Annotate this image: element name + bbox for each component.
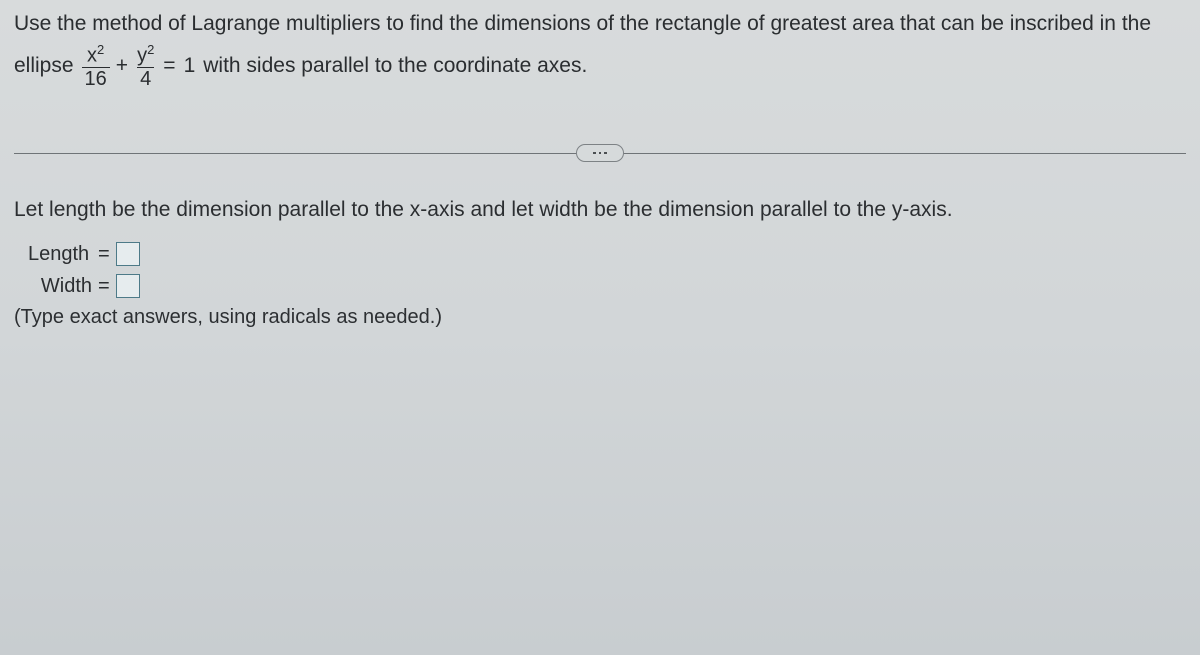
width-input[interactable] xyxy=(116,274,140,298)
frac1-num: x2 xyxy=(84,43,107,68)
frac1-den: 16 xyxy=(82,67,110,90)
eq-sign-width: = xyxy=(98,275,110,298)
length-row: Length = xyxy=(28,242,1186,266)
fraction-y2-4: y2 4 xyxy=(134,43,157,91)
fraction-x2-16: x2 16 xyxy=(82,43,110,91)
question-block: Use the method of Lagrange multipliers t… xyxy=(14,8,1186,90)
equals-sign: = xyxy=(163,50,175,83)
eq-sign-length: = xyxy=(98,243,110,266)
dot-icon xyxy=(593,152,596,155)
ellipse-word: ellipse xyxy=(14,50,74,83)
rest-of-line2: with sides parallel to the coordinate ax… xyxy=(203,50,587,83)
more-options-button[interactable] xyxy=(576,144,624,162)
width-label: Width xyxy=(28,275,92,298)
answer-instruction: Let length be the dimension parallel to … xyxy=(14,198,1186,222)
question-line2: ellipse x2 16 + y2 4 = 1 with sides para… xyxy=(14,43,1186,91)
question-line1: Use the method of Lagrange multipliers t… xyxy=(14,8,1186,41)
length-input[interactable] xyxy=(116,242,140,266)
length-label: Length xyxy=(28,243,92,266)
answer-section: Let length be the dimension parallel to … xyxy=(14,198,1186,329)
plus-sign: + xyxy=(116,50,128,83)
frac2-num: y2 xyxy=(134,43,157,68)
answer-hint: (Type exact answers, using radicals as n… xyxy=(14,306,1186,329)
dot-icon xyxy=(604,152,607,155)
frac2-den: 4 xyxy=(137,67,154,90)
divider-row xyxy=(14,144,1186,164)
width-row: Width = xyxy=(28,274,1186,298)
one-literal: 1 xyxy=(184,50,196,83)
dot-icon xyxy=(599,152,602,155)
